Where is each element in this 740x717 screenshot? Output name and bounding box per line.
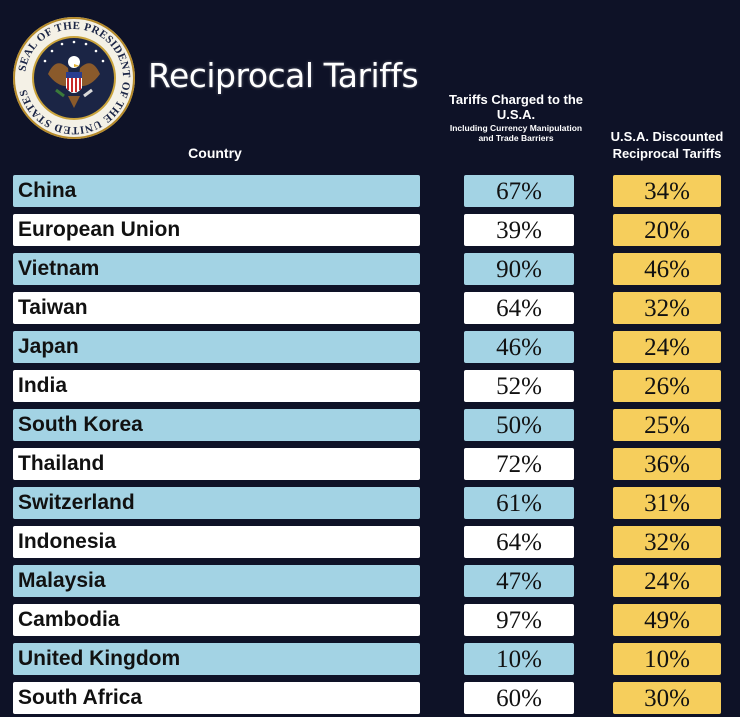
country-cell: Japan	[13, 331, 420, 363]
country-cell: Malaysia	[13, 565, 420, 597]
discounted-tariff-cell: 46%	[613, 253, 721, 285]
table-row: Japan 46% 24%	[0, 331, 740, 363]
country-cell: India	[13, 370, 420, 402]
page-title: Reciprocal Tariffs	[148, 56, 419, 95]
tariff-charged-cell: 52%	[464, 370, 574, 402]
country-cell: Vietnam	[13, 253, 420, 285]
discounted-tariff-cell: 32%	[613, 526, 721, 558]
discounted-tariff-cell: 25%	[613, 409, 721, 441]
discounted-tariff-cell: 49%	[613, 604, 721, 636]
country-cell: Thailand	[13, 448, 420, 480]
country-cell: South Africa	[13, 682, 420, 714]
column-header-discounted-tariffs: U.S.A. Discounted Reciprocal Tariffs	[610, 129, 724, 161]
tariff-charged-cell: 61%	[464, 487, 574, 519]
table-row: Switzerland 61% 31%	[0, 487, 740, 519]
country-cell: China	[13, 175, 420, 207]
table-row: Thailand 72% 36%	[0, 448, 740, 480]
country-cell: European Union	[13, 214, 420, 246]
table-row: South Korea 50% 25%	[0, 409, 740, 441]
discounted-tariff-cell: 10%	[613, 643, 721, 675]
tariff-charged-cell: 67%	[464, 175, 574, 207]
country-cell: Indonesia	[13, 526, 420, 558]
tariff-charged-cell: 97%	[464, 604, 574, 636]
table-row: South Africa 60% 30%	[0, 682, 740, 714]
country-cell: United Kingdom	[13, 643, 420, 675]
table-row: India 52% 26%	[0, 370, 740, 402]
discounted-tariff-cell: 20%	[613, 214, 721, 246]
tariff-charged-cell: 90%	[464, 253, 574, 285]
discounted-tariff-cell: 34%	[613, 175, 721, 207]
column-header-country: Country	[188, 145, 242, 161]
table-row: United Kingdom 10% 10%	[0, 643, 740, 675]
discounted-tariff-cell: 24%	[613, 331, 721, 363]
table-row: Taiwan 64% 32%	[0, 292, 740, 324]
table-row: Cambodia 97% 49%	[0, 604, 740, 636]
tariff-charged-cell: 39%	[464, 214, 574, 246]
discounted-tariff-cell: 32%	[613, 292, 721, 324]
column-header-tariffs-charged: Tariffs Charged to the U.S.A. Including …	[446, 92, 586, 143]
country-cell: South Korea	[13, 409, 420, 441]
column-header-tariffs-charged-sublabel: Including Currency Manipulation and Trad…	[449, 123, 583, 143]
discounted-tariff-cell: 31%	[613, 487, 721, 519]
tariff-charged-cell: 50%	[464, 409, 574, 441]
table-row: Malaysia 47% 24%	[0, 565, 740, 597]
tariff-charged-cell: 47%	[464, 565, 574, 597]
table-row: China 67% 34%	[0, 175, 740, 207]
discounted-tariff-cell: 36%	[613, 448, 721, 480]
tariff-charged-cell: 46%	[464, 331, 574, 363]
tariff-charged-cell: 60%	[464, 682, 574, 714]
table-row: Vietnam 90% 46%	[0, 253, 740, 285]
discounted-tariff-cell: 26%	[613, 370, 721, 402]
presidential-seal-logo: SEAL OF THE PRESIDENT OF THE UNITED STAT…	[13, 17, 135, 139]
discounted-tariff-cell: 24%	[613, 565, 721, 597]
table-row: Indonesia 64% 32%	[0, 526, 740, 558]
table-row: European Union 39% 20%	[0, 214, 740, 246]
country-cell: Switzerland	[13, 487, 420, 519]
country-cell: Taiwan	[13, 292, 420, 324]
discounted-tariff-cell: 30%	[613, 682, 721, 714]
country-cell: Cambodia	[13, 604, 420, 636]
tariff-charged-cell: 64%	[464, 526, 574, 558]
tariff-charged-cell: 72%	[464, 448, 574, 480]
tariff-charged-cell: 10%	[464, 643, 574, 675]
tariff-charged-cell: 64%	[464, 292, 574, 324]
column-header-tariffs-charged-label: Tariffs Charged to the U.S.A.	[448, 92, 584, 122]
